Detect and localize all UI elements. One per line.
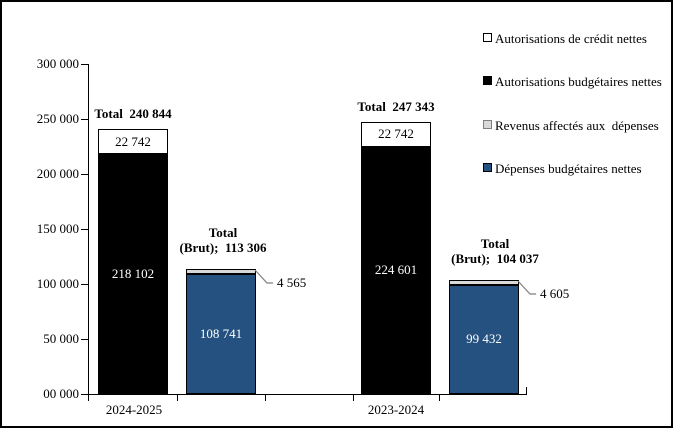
bar-segment-white: 22 742	[98, 129, 168, 155]
y-axis-tick	[81, 283, 88, 285]
bar-segment-value-label: 224 601	[374, 262, 418, 278]
bar-segment-white: 22 742	[361, 121, 431, 147]
y-axis-tick-label: 150 000	[36, 221, 79, 236]
legend-item-label: Dépenses budgétaires nettes	[495, 161, 642, 176]
y-axis-tick-label: 50 000	[43, 331, 79, 346]
total-brut-label-line: Total	[480, 235, 510, 251]
y-axis-tick-label: 100 000	[36, 276, 79, 291]
bar-segment-black: 224 601	[361, 146, 431, 394]
bar-segment-value-label: 108 741	[199, 326, 243, 342]
x-axis-line	[88, 394, 527, 396]
total-brut-label-line: Total	[208, 225, 238, 241]
bar-segment-blue: 108 741	[186, 274, 256, 394]
legend-item-label: Autorisations budgétaires nettes	[495, 74, 662, 89]
y-axis-tick	[81, 118, 88, 120]
y-axis-tick-label: 250 000	[36, 111, 79, 126]
bar-segment-blue: 99 432	[449, 284, 519, 394]
bar-segment-black: 218 102	[98, 154, 168, 394]
bar-segment-value-label: 99 432	[466, 331, 502, 347]
legend-swatch-gray	[483, 120, 492, 129]
total-brut-label-line: (Brut); 113 306	[179, 240, 267, 256]
callout-leader-line	[254, 269, 273, 284]
category-label: 2023-2024	[367, 402, 425, 417]
bar-segment-gray	[186, 269, 256, 275]
category-label: 2024-2025	[105, 402, 163, 417]
bar-segment-value-label: 22 742	[115, 133, 151, 149]
y-axis-tick-label: 200 000	[36, 166, 79, 181]
x-axis-tick	[265, 395, 267, 401]
legend-swatch-black	[483, 76, 492, 85]
total-brut-label-line: (Brut); 104 037	[451, 250, 539, 266]
total-brut-label: Total (Brut); 113 306	[153, 225, 293, 255]
x-axis-tick	[88, 395, 90, 401]
y-axis-tick	[81, 63, 88, 65]
y-axis-tick	[81, 393, 88, 395]
total-label: Total 247 343	[357, 98, 435, 114]
callout-leader-line	[517, 280, 536, 295]
bar-segment-value-label: 22 742	[378, 126, 414, 142]
legend-swatch-white	[483, 33, 492, 42]
x-axis-end-tick	[526, 387, 528, 394]
y-axis-line	[88, 64, 90, 395]
y-axis-tick	[81, 338, 88, 340]
bar-segment-gray	[449, 279, 519, 285]
x-axis-tick	[177, 395, 179, 401]
total-label: Total 240 844	[94, 106, 172, 122]
bar-segment-value-label: 218 102	[111, 266, 155, 282]
legend-item-label: Revenus affectés aux dépenses	[495, 118, 659, 133]
legend-swatch-blue	[483, 163, 492, 172]
x-axis-tick	[439, 395, 441, 401]
y-axis-tick	[81, 228, 88, 230]
total-brut-label: Total (Brut); 104 037	[425, 236, 565, 266]
y-axis-tick-label: 300 000	[36, 56, 79, 71]
callout-label: 4 565	[277, 275, 307, 291]
y-axis-tick	[81, 173, 88, 175]
callout-label: 4 605	[540, 285, 570, 301]
legend-item-label: Autorisations de crédit nettes	[495, 31, 647, 46]
y-axis-tick-label: 00 000	[43, 386, 79, 401]
x-axis-tick	[353, 395, 355, 401]
